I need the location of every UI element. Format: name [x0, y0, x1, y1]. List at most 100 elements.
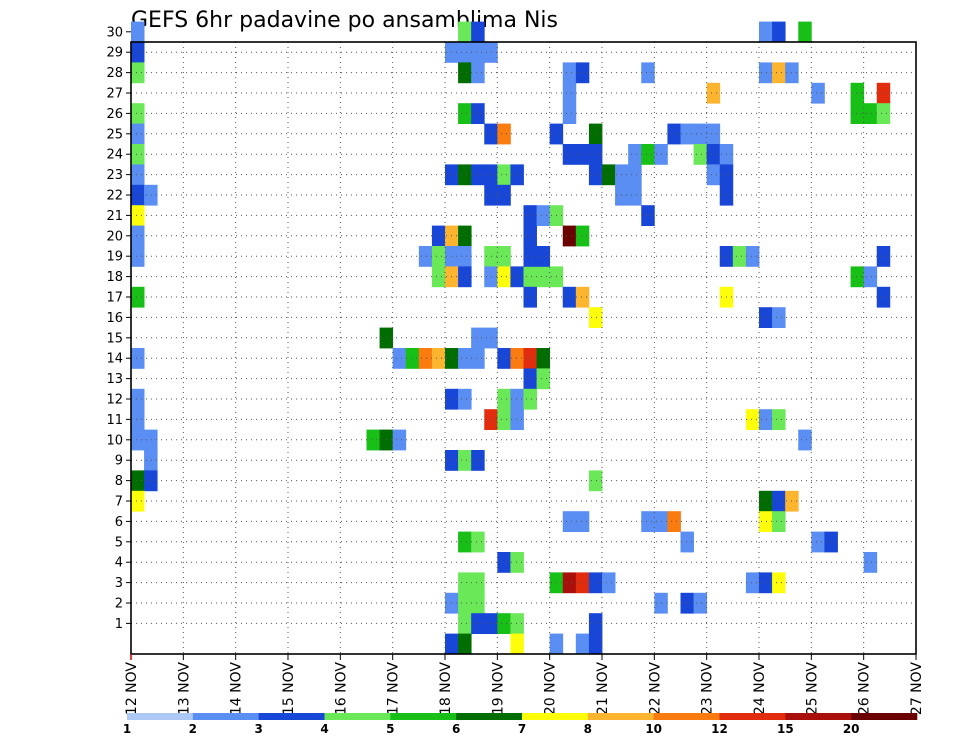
data-cell: [602, 164, 616, 186]
data-cell: [458, 103, 472, 124]
data-cell: [811, 531, 825, 553]
data-cell: [745, 246, 760, 267]
data-cell: [850, 266, 865, 288]
plot-frame: [130, 41, 917, 655]
data-cell: [863, 266, 878, 288]
data-cell: [759, 572, 773, 594]
y-tick-label: 5: [115, 535, 123, 550]
data-cell: [131, 246, 145, 267]
x-tick-label: 12 NOV: [124, 662, 140, 716]
data-cell: [706, 144, 721, 165]
data-cell: [471, 327, 485, 349]
data-cell: [144, 470, 158, 492]
data-cell: [693, 144, 708, 165]
data-cell: [131, 184, 145, 206]
data-cell: [850, 82, 865, 104]
data-cell: [497, 552, 511, 573]
data-cell: [131, 490, 145, 512]
data-cell: [772, 307, 786, 328]
data-cell: [693, 123, 708, 145]
y-tick-label: 26: [106, 107, 123, 122]
data-cell: [471, 450, 485, 471]
data-cell: [759, 62, 773, 84]
data-cell: [497, 613, 511, 634]
data-cell: [458, 62, 472, 84]
legend-label: 8: [584, 722, 592, 736]
x-tick-label: 23 NOV: [700, 662, 716, 716]
data-cell: [667, 511, 681, 532]
data-cell: [458, 225, 472, 247]
color-legend: 1 2 3 4 5 6 7 8 10 12 15 20: [123, 713, 918, 736]
data-cell: [759, 511, 773, 532]
data-cell: [458, 633, 472, 655]
legend-swatch: [719, 713, 786, 720]
data-cell: [131, 388, 145, 410]
legend-swatch: [390, 713, 457, 720]
x-tick-label: 22 NOV: [647, 662, 663, 716]
legend-label: 5: [386, 722, 394, 736]
data-cell: [536, 205, 551, 226]
data-cell: [131, 42, 145, 63]
legend-swatch: [324, 713, 391, 720]
data-cell: [667, 123, 681, 145]
y-tick-label: 13: [106, 372, 123, 387]
data-cell: [680, 123, 694, 145]
legend-swatch: [851, 713, 918, 720]
data-cell: [523, 286, 537, 308]
data-cell: [445, 633, 459, 655]
data-cell: [471, 42, 485, 63]
legend-label: 1: [123, 722, 131, 736]
data-cell: [772, 511, 786, 532]
legend-swatch: [127, 713, 194, 720]
y-tick-label: 4: [115, 556, 123, 571]
data-cell: [575, 225, 590, 247]
data-cell: [536, 368, 551, 390]
data-cell: [588, 164, 603, 186]
data-cell: [131, 470, 145, 492]
data-cell: [523, 246, 537, 267]
data-cell: [706, 164, 721, 186]
data-cell: [131, 123, 145, 145]
x-tick-label: 27 NOV: [909, 662, 925, 716]
x-tick-label: 20 NOV: [543, 662, 559, 716]
data-cell: [458, 592, 472, 614]
data-cell: [471, 348, 485, 369]
data-cell: [641, 205, 655, 226]
data-cell: [575, 511, 590, 532]
data-cell: [759, 21, 773, 43]
data-cell: [131, 62, 145, 84]
y-tick-label: 21: [106, 209, 123, 224]
data-cell: [471, 613, 485, 634]
data-cell: [536, 266, 551, 288]
data-cell: [772, 21, 786, 43]
y-tick-label: 17: [106, 291, 123, 306]
legend-label: 3: [254, 722, 262, 736]
data-cell: [497, 266, 511, 288]
y-tick-label: 2: [115, 597, 123, 612]
data-cell: [418, 348, 433, 369]
data-cell: [497, 409, 511, 430]
data-cell: [693, 592, 708, 614]
y-tick-label: 16: [106, 311, 123, 326]
data-cell: [562, 572, 577, 594]
data-cell: [144, 429, 158, 451]
data-cell: [745, 409, 760, 430]
x-tick-label: 18 NOV: [438, 662, 454, 716]
data-cell: [471, 103, 485, 124]
data-cell: [497, 246, 511, 267]
data-cell: [471, 21, 485, 43]
data-cell: [144, 184, 158, 206]
data-cell: [431, 266, 446, 288]
data-cell: [392, 429, 407, 451]
data-cell: [418, 246, 433, 267]
data-cell: [536, 246, 551, 267]
data-cell: [732, 246, 747, 267]
data-cell: [131, 144, 145, 165]
data-cell: [706, 123, 721, 145]
data-cell: [131, 103, 145, 124]
data-cell: [497, 388, 511, 410]
data-cell: [680, 531, 694, 553]
data-cell: [562, 82, 577, 104]
legend-label: 10: [645, 722, 662, 736]
